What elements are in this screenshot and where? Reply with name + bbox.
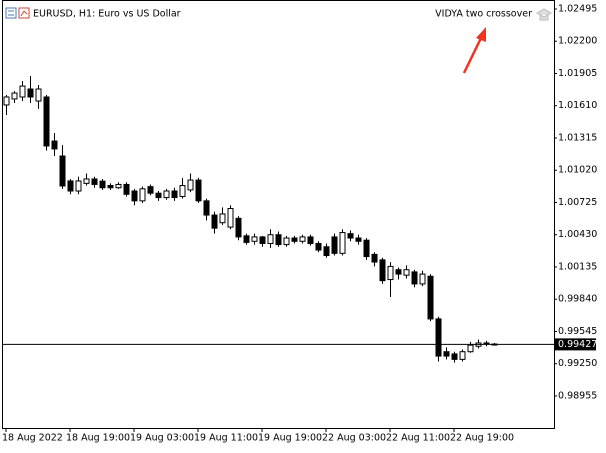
candle-body [307, 236, 314, 244]
candle-body [339, 232, 346, 254]
candle-body [395, 269, 402, 275]
candle-body [243, 235, 250, 243]
candle-body [451, 353, 458, 360]
y-tick-label: 1.02495 [558, 3, 597, 14]
candle-body [59, 155, 66, 187]
last-price-label: 0.99427 [558, 339, 597, 350]
candle-body [179, 185, 186, 197]
candle-body [75, 180, 82, 192]
last-price-box [555, 338, 596, 351]
candle-body [275, 234, 282, 246]
candle-body [435, 318, 442, 357]
y-tick-label: 1.00725 [558, 197, 597, 208]
candle-body [419, 273, 426, 285]
y-tick-label: 0.98955 [558, 390, 597, 401]
candle-body [51, 140, 58, 150]
candle-body [83, 178, 90, 184]
symbol-icons [5, 7, 30, 19]
y-tick-label: 1.00430 [558, 229, 597, 240]
x-tick-label: 22 Aug 11:00 [386, 433, 450, 444]
candle-body [411, 271, 418, 285]
candle-body [427, 275, 434, 320]
annotation-arrow [462, 27, 486, 74]
candle-body [363, 239, 370, 258]
plot-frame [2, 0, 555, 429]
candle-body [163, 190, 170, 199]
candle-body [147, 186, 154, 194]
candle-body [155, 192, 162, 199]
candle-body [115, 183, 122, 189]
candle-body [323, 246, 330, 257]
candle-body [371, 253, 378, 263]
candle-body [195, 179, 202, 202]
candle-body [267, 234, 274, 244]
x-tick-label: 19 Aug 03:00 [130, 433, 194, 444]
y-tick-label: 1.01905 [558, 68, 597, 79]
candle-body [315, 242, 322, 251]
candle-body [227, 207, 234, 228]
candle-body [379, 259, 386, 282]
y-tick-label: 0.99250 [558, 358, 597, 369]
x-tick-label: 19 Aug 19:00 [258, 433, 322, 444]
candle-body [443, 351, 450, 357]
candle-body [291, 237, 298, 242]
x-tick-label: 18 Aug 19:00 [66, 433, 130, 444]
y-tick-label: 0.99840 [558, 294, 597, 305]
y-tick-label: 1.02200 [558, 36, 597, 47]
candle-body [355, 237, 362, 242]
candle-body [259, 236, 266, 244]
candle-body [91, 178, 98, 185]
y-tick-label: 1.01610 [558, 100, 597, 111]
candle-body [235, 217, 242, 238]
candle-body [11, 92, 18, 100]
candle-body [387, 265, 394, 281]
x-tick-label: 19 Aug 11:00 [194, 433, 258, 444]
candle-body [299, 236, 306, 242]
candle-body [187, 179, 194, 191]
chart-title: EURUSD, H1: Euro vs US Dollar [33, 9, 181, 20]
candle-body [3, 96, 10, 106]
indicator-icon [535, 8, 553, 21]
candle-body [131, 190, 138, 202]
indicator-label: VIDYA two crossover [435, 9, 532, 20]
x-tick-label: 22 Aug 19:00 [450, 433, 514, 444]
candle-body [251, 236, 258, 242]
candle-body [43, 96, 50, 147]
y-tick-label: 1.01020 [558, 165, 597, 176]
candle-body [27, 88, 34, 98]
candle-body [171, 190, 178, 199]
candle-body [99, 180, 106, 189]
candle-body [459, 351, 466, 360]
x-tick-label: 18 Aug 2022 [2, 433, 63, 444]
candle-body [67, 180, 74, 192]
y-tick-label: 1.01315 [558, 132, 597, 143]
candle-body [123, 183, 130, 195]
candle-body [347, 233, 354, 239]
candle-body [467, 344, 474, 353]
candle-body [331, 236, 338, 254]
candle-body [283, 237, 290, 246]
candle-body [35, 88, 42, 102]
y-tick-label: 1.00135 [558, 261, 597, 272]
candle-body [219, 213, 226, 224]
candle-body [211, 214, 218, 229]
candle-body [107, 185, 114, 189]
x-tick-label: 22 Aug 03:00 [322, 433, 386, 444]
candle-body [19, 85, 26, 98]
candle-body [139, 188, 146, 202]
y-tick-label: 0.99545 [558, 326, 597, 337]
candle-body [203, 200, 210, 216]
candle-body [403, 269, 410, 276]
